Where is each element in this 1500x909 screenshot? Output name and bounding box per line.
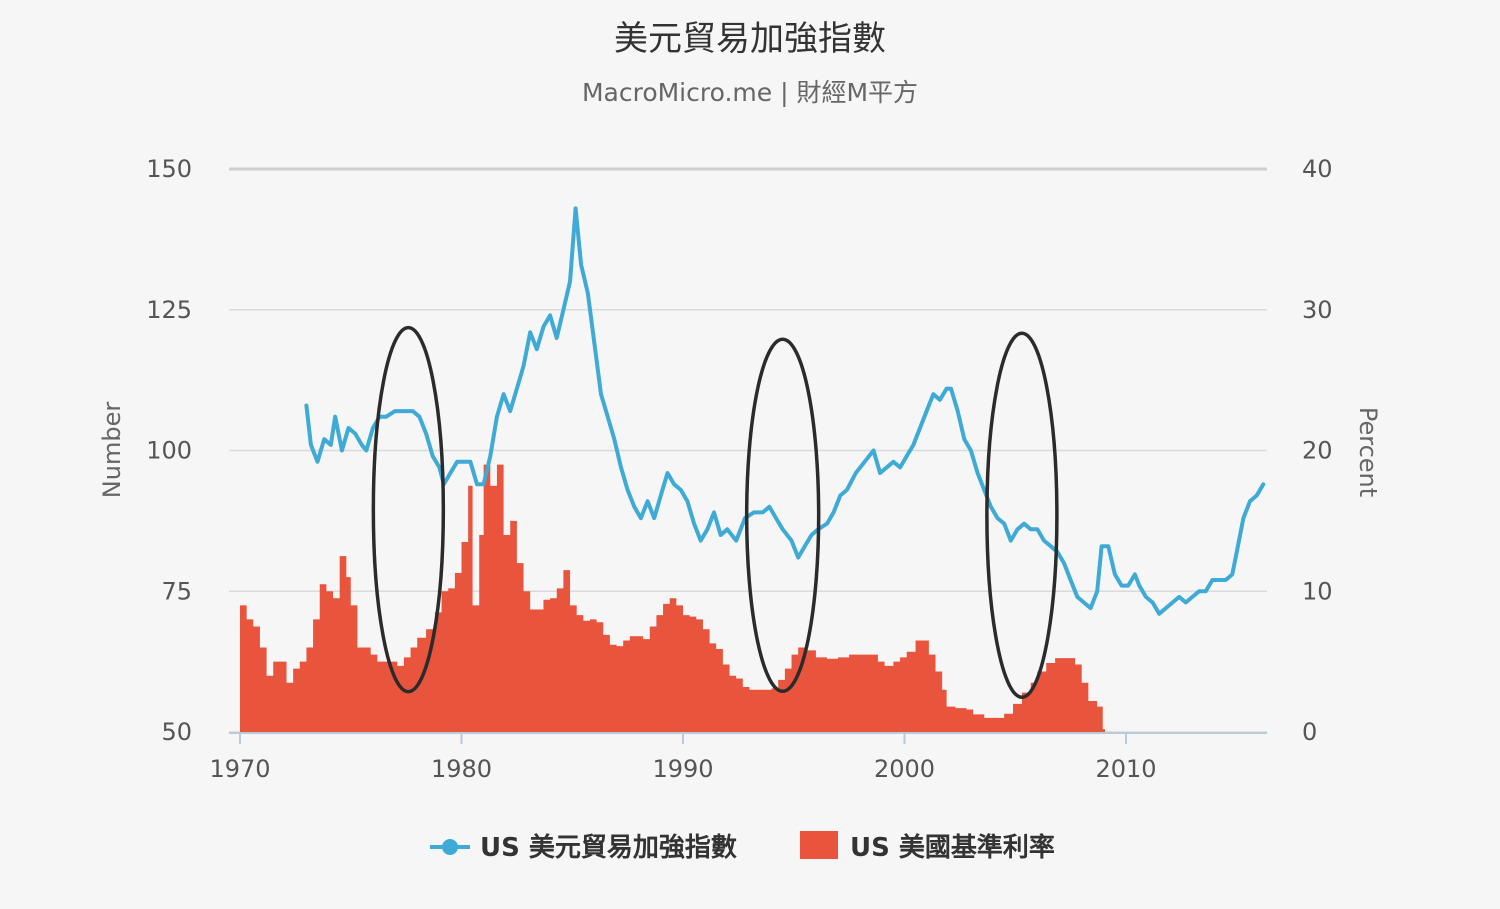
y-right-tick-label: 20 [1302,437,1333,465]
y-right-tick-label: 0 [1302,718,1317,746]
y-axis-left: 150 125 100 75 50 [146,155,192,746]
x-axis: 1970 1980 1990 2000 2010 [209,732,1267,783]
x-tick-label: 1970 [209,755,270,783]
x-tick-label: 1990 [652,755,713,783]
legend-marker-swatch [442,839,458,855]
legend-area-swatch [800,831,838,859]
chart-subtitle: MacroMicro.me | 財經M平方 [582,78,918,107]
y-left-tick-label: 75 [161,577,192,605]
legend-item-rate[interactable]: US 美國基準利率 [800,831,1055,863]
y-right-tick-label: 30 [1302,296,1333,324]
y-axis-left-title: Number [98,402,126,499]
rate-area [240,464,1105,732]
y-left-tick-label: 50 [161,718,192,746]
y-left-tick-label: 150 [146,155,192,183]
annotation-ellipse [985,331,1059,699]
rate-area-series [240,464,1105,732]
y-left-tick-label: 125 [146,296,192,324]
annotation-ellipse [744,337,821,693]
x-tick-label: 1980 [431,755,492,783]
index-line-series [304,206,1266,616]
annotation-ellipse [371,325,446,694]
index-line [304,206,1266,616]
x-tick-label: 2000 [874,755,935,783]
legend-label-rate: US 美國基準利率 [850,832,1055,863]
legend-item-index[interactable]: US 美元貿易加強指數 [430,832,737,863]
y-right-tick-label: 10 [1302,577,1333,605]
chart-title: 美元貿易加強指數 [614,19,886,59]
x-tick-label: 2010 [1095,755,1156,783]
legend: US 美元貿易加強指數 US 美國基準利率 [430,831,1055,863]
y-axis-right-title: Percent [1354,407,1382,497]
legend-label-index: US 美元貿易加強指數 [480,832,737,863]
y-axis-right: 40 30 20 10 0 [1302,155,1333,746]
y-left-tick-label: 100 [146,437,192,465]
y-right-tick-label: 40 [1302,155,1333,183]
annotation-ellipses [371,325,1059,699]
